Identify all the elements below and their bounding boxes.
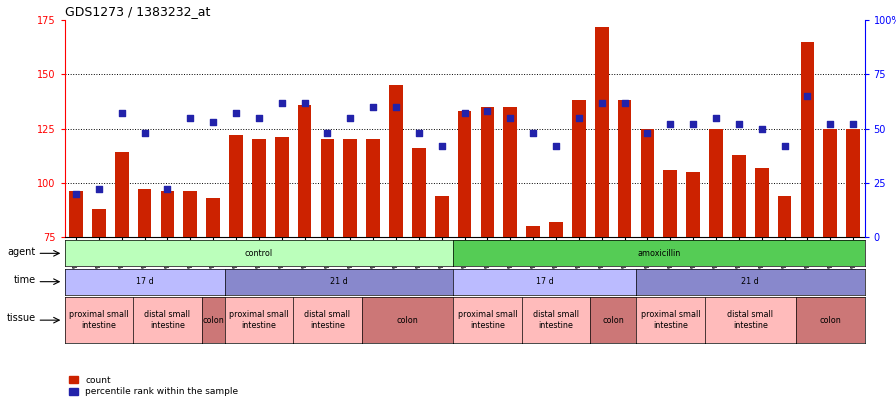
Bar bbox=[572, 100, 586, 237]
Text: proximal small
intestine: proximal small intestine bbox=[69, 311, 128, 330]
Point bbox=[228, 110, 243, 117]
Text: colon: colon bbox=[602, 315, 624, 325]
Point bbox=[435, 143, 449, 149]
Text: distal small
intestine: distal small intestine bbox=[305, 311, 350, 330]
Point bbox=[617, 99, 632, 106]
Text: proximal small
intestine: proximal small intestine bbox=[458, 311, 517, 330]
Point bbox=[183, 115, 197, 121]
Point bbox=[709, 115, 723, 121]
Bar bbox=[160, 192, 174, 237]
Point bbox=[343, 115, 358, 121]
Bar bbox=[275, 137, 289, 237]
Bar bbox=[115, 152, 128, 237]
Text: proximal small
intestine: proximal small intestine bbox=[229, 311, 289, 330]
Bar bbox=[504, 107, 517, 237]
Bar bbox=[206, 198, 220, 237]
Bar bbox=[297, 105, 312, 237]
Point bbox=[389, 104, 403, 110]
Bar bbox=[458, 111, 471, 237]
Text: agent: agent bbox=[7, 247, 36, 257]
Point bbox=[252, 115, 266, 121]
Point bbox=[320, 130, 334, 136]
Text: 21 d: 21 d bbox=[330, 277, 348, 286]
Text: colon: colon bbox=[820, 315, 841, 325]
Point bbox=[595, 99, 609, 106]
Bar bbox=[321, 139, 334, 237]
Text: control: control bbox=[245, 249, 273, 258]
Bar bbox=[138, 189, 151, 237]
Point bbox=[115, 110, 129, 117]
Bar bbox=[755, 168, 769, 237]
Bar bbox=[663, 170, 677, 237]
Bar bbox=[686, 172, 700, 237]
Bar bbox=[549, 222, 563, 237]
Point bbox=[297, 99, 312, 106]
Text: 17 d: 17 d bbox=[135, 277, 153, 286]
Point bbox=[732, 121, 746, 128]
Bar bbox=[641, 129, 654, 237]
Bar bbox=[801, 42, 814, 237]
Bar bbox=[778, 196, 791, 237]
Bar bbox=[69, 192, 82, 237]
Bar bbox=[526, 226, 540, 237]
Bar bbox=[435, 196, 449, 237]
Point bbox=[160, 186, 175, 192]
Text: time: time bbox=[13, 275, 36, 286]
Text: amoxicillin: amoxicillin bbox=[637, 249, 681, 258]
Point bbox=[504, 115, 518, 121]
Text: 21 d: 21 d bbox=[742, 277, 759, 286]
Point bbox=[778, 143, 792, 149]
Text: 17 d: 17 d bbox=[536, 277, 554, 286]
Point bbox=[91, 186, 106, 192]
Bar bbox=[343, 139, 358, 237]
Point bbox=[641, 130, 655, 136]
Point bbox=[572, 115, 586, 121]
Bar bbox=[412, 148, 426, 237]
Text: colon: colon bbox=[202, 315, 224, 325]
Legend: count, percentile rank within the sample: count, percentile rank within the sample bbox=[69, 376, 238, 396]
Text: proximal small
intestine: proximal small intestine bbox=[641, 311, 700, 330]
Bar bbox=[710, 129, 723, 237]
Text: distal small
intestine: distal small intestine bbox=[533, 311, 579, 330]
Point bbox=[800, 93, 814, 99]
Point bbox=[137, 130, 151, 136]
Point bbox=[411, 130, 426, 136]
Text: GDS1273 / 1383232_at: GDS1273 / 1383232_at bbox=[65, 5, 210, 18]
Text: colon: colon bbox=[397, 315, 418, 325]
Point bbox=[206, 119, 220, 125]
Point bbox=[366, 104, 380, 110]
Point bbox=[458, 110, 472, 117]
Point bbox=[823, 121, 838, 128]
Point bbox=[274, 99, 289, 106]
Point bbox=[526, 130, 540, 136]
Bar bbox=[389, 85, 403, 237]
Text: distal small
intestine: distal small intestine bbox=[728, 311, 773, 330]
Bar bbox=[366, 139, 380, 237]
Bar bbox=[92, 209, 106, 237]
Bar bbox=[595, 27, 608, 237]
Bar bbox=[252, 139, 266, 237]
Point bbox=[663, 121, 677, 128]
Text: tissue: tissue bbox=[6, 313, 36, 323]
Bar bbox=[732, 155, 745, 237]
Point bbox=[686, 121, 701, 128]
Point bbox=[549, 143, 564, 149]
Bar bbox=[617, 100, 632, 237]
Bar bbox=[480, 107, 495, 237]
Point bbox=[754, 126, 769, 132]
Text: distal small
intestine: distal small intestine bbox=[144, 311, 190, 330]
Bar bbox=[847, 129, 860, 237]
Point bbox=[480, 108, 495, 115]
Bar bbox=[184, 192, 197, 237]
Point bbox=[846, 121, 860, 128]
Bar bbox=[823, 129, 837, 237]
Bar bbox=[229, 135, 243, 237]
Point bbox=[69, 190, 83, 197]
